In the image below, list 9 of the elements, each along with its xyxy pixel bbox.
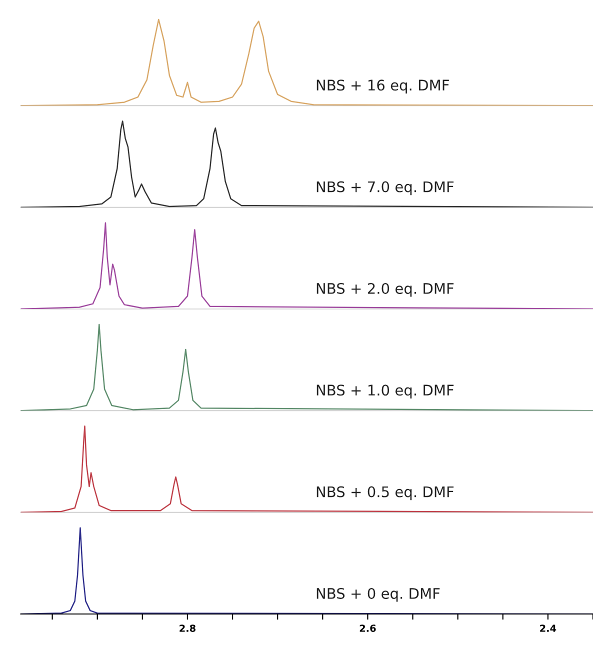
series-label: NBS + 0.5 eq. DMF <box>316 486 454 500</box>
x-tick-label: 2.4 <box>540 624 556 632</box>
series-label: NBS + 0 eq. DMF <box>316 588 440 602</box>
series-label: NBS + 7.0 eq. DMF <box>316 181 454 196</box>
series-label: NBS + 2.0 eq. DMF <box>316 282 454 297</box>
series-label: NBS + 1.0 eq. DMF <box>316 384 454 398</box>
series-label: NBS + 16 eq. DMF <box>316 80 449 94</box>
x-tick-label: 2.6 <box>360 624 376 632</box>
x-tick-label: 2.8 <box>180 624 196 632</box>
